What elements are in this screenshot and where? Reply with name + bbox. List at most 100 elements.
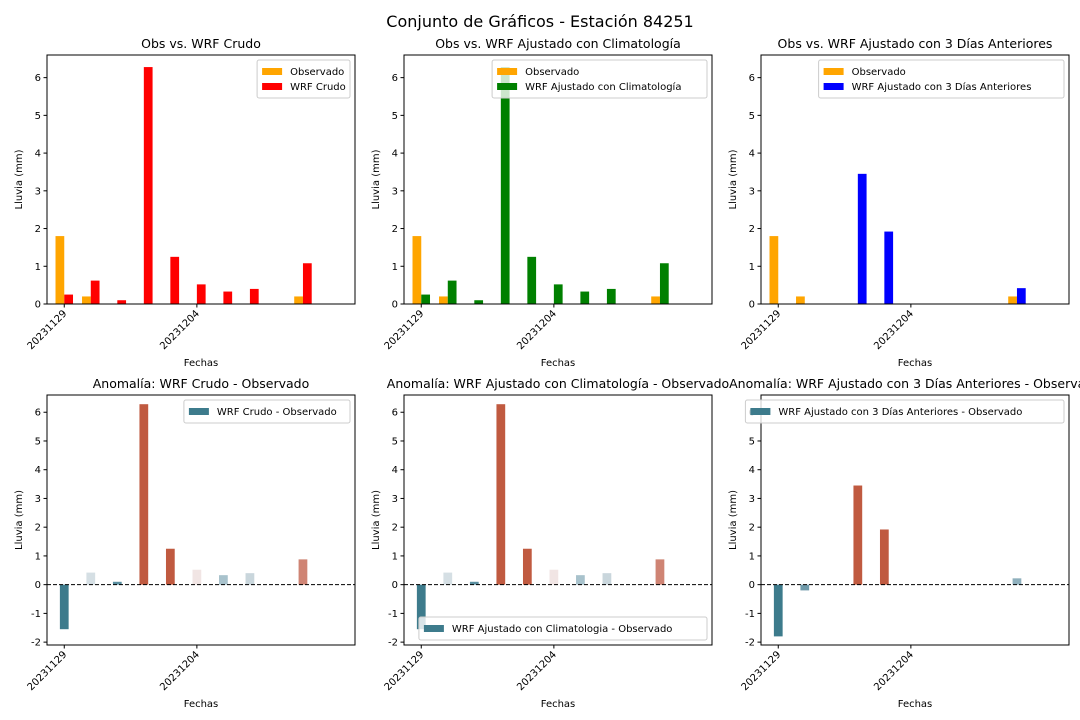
y-tick-label: 0 — [35, 580, 41, 591]
y-axis-label: Lluvia (mm) — [371, 149, 382, 209]
chart-panel-2: Obs vs. WRF Ajustado con Climatología 0 1 2… — [371, 36, 713, 369]
legend-label: WRF Ajustado con Climatologia - Observad… — [452, 624, 673, 635]
y-tick-label: 0 — [35, 300, 41, 311]
legend: WRF Crudo - Observado — [183, 399, 351, 424]
bar — [223, 291, 233, 304]
legend-box — [418, 616, 708, 641]
y-axis-label: Lluvia (mm) — [14, 490, 25, 550]
bar — [196, 284, 206, 304]
legend-swatch — [823, 83, 844, 90]
bar — [139, 404, 149, 585]
y-axis-label: Lluvia (mm) — [728, 490, 739, 550]
y-tick-label: -2 — [388, 638, 398, 649]
bar — [879, 529, 889, 585]
bar — [549, 569, 559, 585]
legend-label: WRF Ajustado con Climatología — [525, 81, 681, 93]
y-tick-label: 4 — [392, 149, 398, 160]
x-axis-label: Fechas — [898, 699, 933, 710]
bar — [606, 288, 616, 304]
legend: WRF Ajustado con 3 Días Anteriores - Obs… — [744, 399, 1065, 424]
bar — [439, 296, 448, 304]
bar — [421, 294, 431, 304]
legend-label: WRF Crudo - Observado — [217, 407, 337, 418]
y-tick-label: 3 — [35, 494, 41, 505]
y-tick-label: -2 — [745, 638, 755, 649]
y-tick-label: 3 — [749, 494, 755, 505]
chart-panel-4: Anomalía: WRF Crudo - Observado -2 -1 0 1 2 3 4… — [14, 376, 356, 710]
y-tick-label: 6 — [392, 408, 398, 419]
bar — [302, 263, 312, 304]
bar — [170, 256, 180, 304]
y-tick-label: 1 — [392, 551, 398, 562]
bar — [249, 288, 259, 304]
bar — [602, 573, 612, 585]
y-tick-label: 1 — [35, 262, 41, 273]
y-tick-label: 2 — [749, 224, 755, 235]
y-tick-label: 3 — [749, 186, 755, 197]
legend-box — [744, 399, 1065, 424]
y-tick-label: 4 — [35, 149, 41, 160]
bar — [64, 294, 74, 304]
bar — [655, 559, 665, 585]
bar — [294, 296, 303, 304]
legend: Observado WRF Crudo — [256, 59, 351, 99]
chart-title: Anomalía: WRF Ajustado con 3 Días Anteri… — [729, 376, 1080, 391]
y-tick-label: 3 — [392, 494, 398, 505]
legend: Observado WRF Ajustado con 3 Días Anterio… — [818, 59, 1065, 99]
y-tick-label: 4 — [35, 465, 41, 476]
y-tick-label: 5 — [749, 436, 755, 447]
x-axis-label: Fechas — [898, 358, 933, 369]
bar — [769, 236, 779, 304]
chart-title: Obs vs. WRF Ajustado con 3 Días Anterior… — [778, 36, 1053, 51]
y-tick-label: 5 — [35, 436, 41, 447]
y-tick-label: 4 — [749, 149, 755, 160]
legend: WRF Ajustado con Climatologia - Observad… — [418, 616, 708, 641]
legend-swatch — [823, 68, 844, 75]
y-axis-label: Lluvia (mm) — [14, 149, 25, 209]
bar — [857, 173, 867, 304]
y-tick-label: 6 — [35, 408, 41, 419]
bar — [469, 581, 479, 585]
bar — [443, 572, 453, 585]
plot-frame — [46, 394, 356, 646]
bar — [500, 67, 510, 304]
y-tick-label: 2 — [749, 523, 755, 534]
legend-box — [183, 399, 351, 424]
legend-label: WRF Crudo — [290, 82, 346, 93]
y-tick-label: 6 — [35, 73, 41, 84]
y-tick-label: 6 — [392, 73, 398, 84]
legend-label: Observado — [290, 67, 344, 78]
legend-swatch — [262, 83, 283, 90]
chart-title: Anomalía: WRF Crudo - Observado — [93, 376, 310, 391]
bar — [245, 573, 255, 585]
legend-label: Observado — [852, 67, 906, 78]
x-axis-label: Fechas — [184, 358, 219, 369]
legend-swatch — [497, 83, 518, 90]
bar — [90, 280, 100, 304]
bar — [143, 67, 153, 304]
legend-swatch — [262, 68, 283, 75]
bar — [553, 284, 563, 304]
bar — [1012, 578, 1022, 585]
y-tick-label: 1 — [392, 262, 398, 273]
bar — [447, 280, 457, 304]
bar — [82, 296, 91, 304]
y-tick-label: 0 — [392, 580, 398, 591]
y-tick-label: -2 — [31, 638, 41, 649]
legend-swatch — [423, 625, 444, 632]
y-axis-label: Lluvia (mm) — [728, 149, 739, 209]
y-tick-label: 6 — [749, 73, 755, 84]
bar — [576, 575, 585, 585]
y-tick-label: 2 — [392, 224, 398, 235]
y-tick-label: 3 — [392, 186, 398, 197]
bar — [298, 559, 308, 585]
y-tick-label: 2 — [392, 523, 398, 534]
legend-label: WRF Ajustado con 3 Días Anteriores - Obs… — [778, 406, 1022, 418]
y-tick-label: 5 — [749, 111, 755, 122]
legend-box — [491, 59, 708, 99]
y-tick-label: 4 — [392, 465, 398, 476]
legend-box — [818, 59, 1065, 99]
bar — [800, 584, 810, 591]
